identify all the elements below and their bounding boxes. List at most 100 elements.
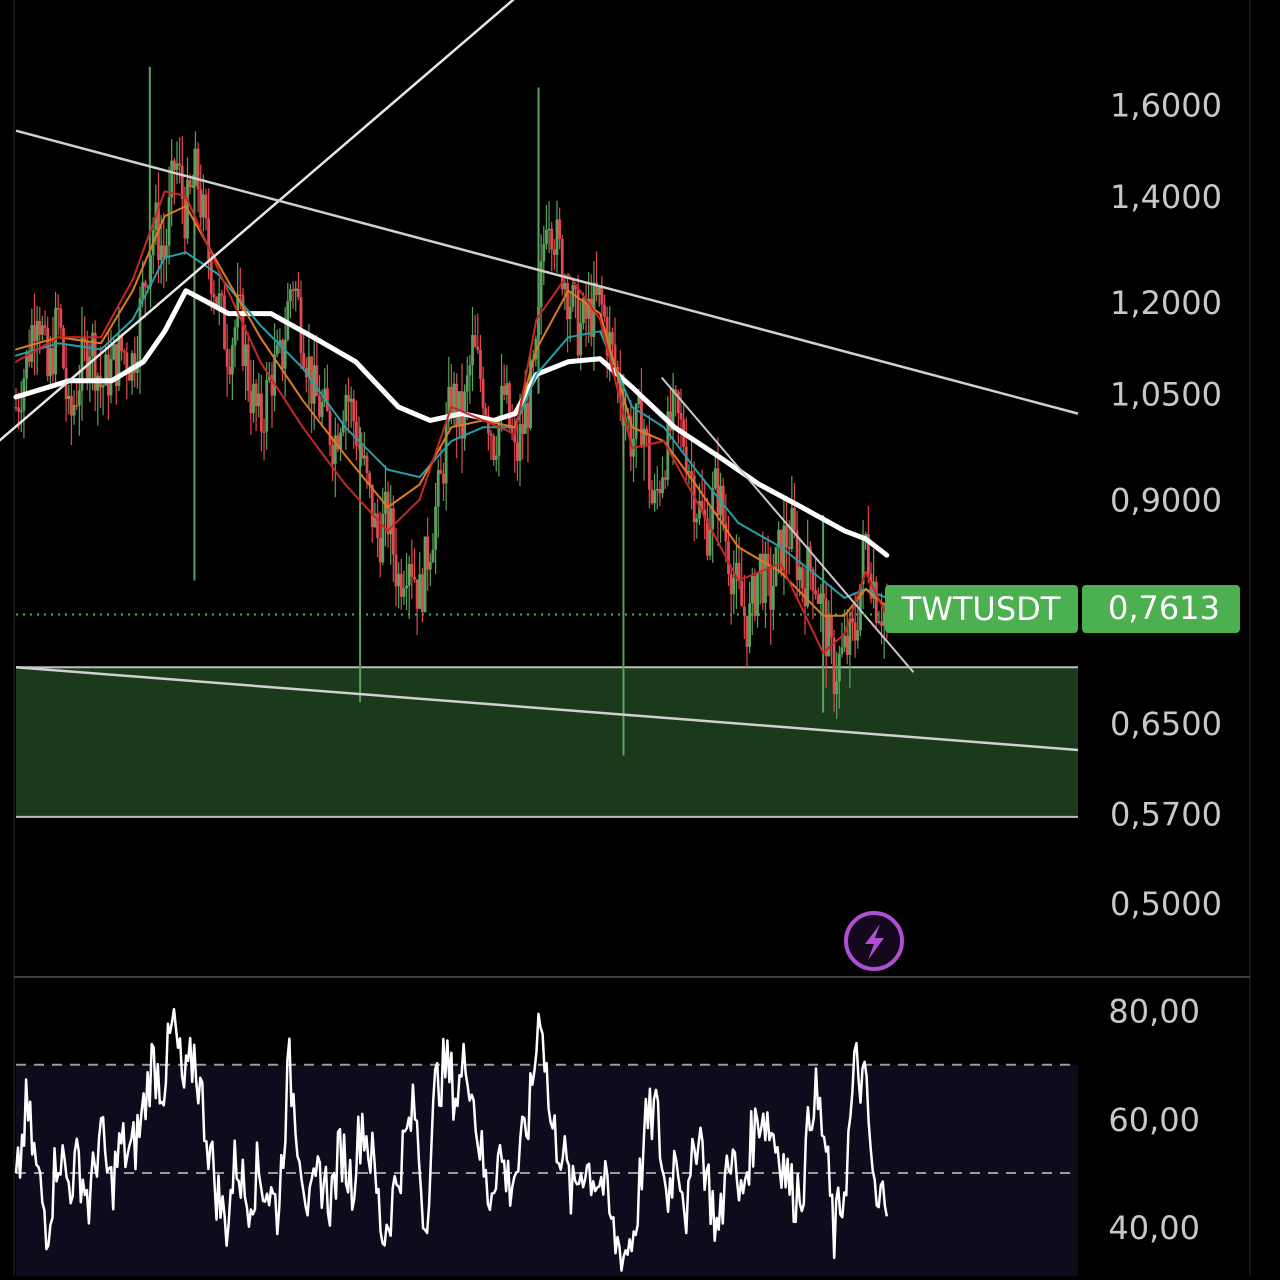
candle-body xyxy=(452,383,456,415)
candle-body xyxy=(51,348,55,375)
candle-body xyxy=(779,529,783,571)
lightning-icon[interactable] xyxy=(844,911,904,971)
candle-body xyxy=(365,455,369,474)
candle-body xyxy=(574,285,577,290)
price-badge-bg xyxy=(1082,585,1240,633)
candle-body xyxy=(737,562,741,582)
price-tick-label: 0,5700 xyxy=(1110,795,1222,833)
candle-body xyxy=(758,553,762,574)
candle-body xyxy=(170,160,174,198)
candle-body xyxy=(302,353,306,368)
candle-body xyxy=(476,346,480,350)
trendlines[interactable] xyxy=(0,0,1079,752)
rsi-pane[interactable]: 80,00 60,00 40,00 xyxy=(14,993,1200,1280)
candle-body xyxy=(391,508,395,555)
candle-body xyxy=(832,637,836,694)
price-badge[interactable]: 0,7613 xyxy=(1082,585,1240,633)
candle-body xyxy=(355,421,358,446)
candle-body xyxy=(362,455,366,459)
trendline-4[interactable] xyxy=(660,376,915,673)
candle-body xyxy=(793,507,796,531)
price-pane[interactable]: 1,6000 1,4000 1,2000 1,0500 0,9000 0,6500 0,57… xyxy=(0,0,1240,971)
candle-body xyxy=(38,320,42,335)
rsi-tick-label: 60,00 xyxy=(1108,1101,1200,1139)
candle-body xyxy=(88,356,92,378)
candle-body xyxy=(484,408,488,416)
candle-body xyxy=(175,163,179,171)
candle-body xyxy=(405,585,408,589)
candle-body xyxy=(545,229,548,245)
candle-body xyxy=(824,598,828,657)
candle-body xyxy=(333,435,337,464)
candle-body xyxy=(671,389,675,431)
candle-body xyxy=(275,344,279,355)
trendline-1[interactable] xyxy=(0,0,589,445)
candle-body xyxy=(252,383,255,414)
candle-body xyxy=(431,549,435,563)
candle-body xyxy=(349,398,353,402)
candle-body xyxy=(323,388,327,403)
candle-body xyxy=(209,259,213,295)
candle-body xyxy=(845,635,849,655)
candle-body xyxy=(146,286,150,289)
candle-body xyxy=(716,468,720,516)
candle-body xyxy=(837,653,841,682)
trendline-2[interactable] xyxy=(15,129,1079,415)
candle-body xyxy=(238,294,242,297)
candle-body xyxy=(191,185,195,188)
candle-body xyxy=(566,282,569,320)
candle-body xyxy=(397,573,401,587)
candle-body xyxy=(67,395,71,400)
candle-body xyxy=(800,567,804,589)
candle-body xyxy=(703,509,707,519)
ema-line-ema_short xyxy=(15,190,888,654)
rsi-line xyxy=(14,1007,889,1272)
candle-body xyxy=(816,594,820,604)
candle-body xyxy=(859,584,862,631)
candle-body xyxy=(655,488,659,491)
candle-body xyxy=(523,403,527,434)
candle-body xyxy=(80,337,84,391)
candle-body xyxy=(843,635,847,648)
candle-body xyxy=(407,563,411,586)
candle-body xyxy=(254,383,258,407)
candle-body xyxy=(85,341,89,378)
lightning-icon-bolt xyxy=(865,924,884,960)
candle-body xyxy=(640,394,643,448)
candle-body xyxy=(769,566,773,610)
support-zone xyxy=(16,667,1078,817)
candle-body xyxy=(201,194,205,218)
candle-body xyxy=(215,297,218,307)
candle-body xyxy=(740,581,744,607)
candle-body xyxy=(756,573,759,616)
trendline-3[interactable] xyxy=(15,666,1079,752)
candle-body xyxy=(745,615,749,647)
candle-body xyxy=(861,540,865,585)
candle-body xyxy=(347,395,350,402)
candle-body xyxy=(296,288,300,298)
candle-body xyxy=(471,335,474,366)
candle-body xyxy=(40,325,44,335)
candle-body xyxy=(72,405,76,416)
candle-body xyxy=(515,442,519,461)
candle-body xyxy=(676,391,680,414)
candle-body xyxy=(840,647,844,654)
candle-body xyxy=(713,468,717,489)
candle-body xyxy=(428,562,432,570)
candle-body xyxy=(386,491,390,535)
candle-body xyxy=(798,567,802,580)
candle-body xyxy=(650,489,654,504)
candle-body xyxy=(196,148,200,190)
candle-body xyxy=(492,435,496,461)
candle-body xyxy=(661,477,664,494)
candle-body xyxy=(518,424,522,461)
symbol-badge[interactable]: TWTUSDT xyxy=(885,585,1078,633)
candle-body xyxy=(869,573,873,599)
candle-body xyxy=(415,579,419,609)
candle-body xyxy=(70,395,73,416)
ema-line-ema_long xyxy=(15,251,888,599)
candle-body xyxy=(299,297,303,354)
candle-body xyxy=(450,386,453,415)
